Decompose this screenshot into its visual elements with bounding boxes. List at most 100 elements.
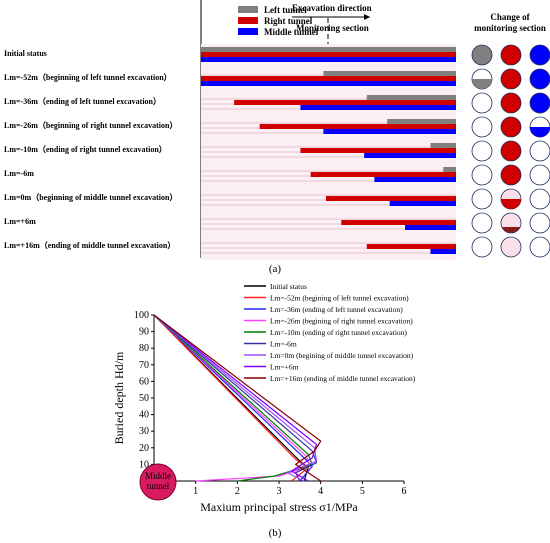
row-label: Lm=-10m（ending of right tunnel excavatio… xyxy=(4,144,167,154)
x-tick-label: 2 xyxy=(235,486,240,497)
legend-label: Lm=0m (begining of middle tunnel excavat… xyxy=(270,351,414,360)
row-label: Lm=-6m xyxy=(4,169,34,178)
y-tick-label: 80 xyxy=(139,343,149,354)
tunnel-bar-R xyxy=(259,124,456,129)
tunnel-bar-M xyxy=(374,177,456,182)
series-line xyxy=(153,314,318,482)
row-label: Initial status xyxy=(4,49,47,58)
tunnel-bar-M xyxy=(430,249,456,254)
legend-label: Lm=-36m (ending of left tunnel excavatio… xyxy=(270,305,403,314)
y-tick-label: 20 xyxy=(139,443,149,454)
y-tick-label: 40 xyxy=(139,410,149,421)
monitoring-section-circle xyxy=(529,212,550,234)
series-line xyxy=(153,314,322,482)
legend-label: Lm=+6m xyxy=(270,363,299,372)
monitoring-section-circle xyxy=(471,92,493,114)
monitoring-section-label: Monitoring section xyxy=(296,23,369,33)
x-tick-label: 4 xyxy=(318,486,323,497)
monitoring-section-circle xyxy=(471,212,493,234)
monitoring-section-circle xyxy=(500,140,522,162)
monitoring-section-circle xyxy=(471,164,493,186)
monitoring-section-circle xyxy=(529,164,550,186)
tunnel-bar-M xyxy=(364,153,456,158)
tunnel-bar-L xyxy=(387,119,456,124)
y-tick-label: 50 xyxy=(139,393,149,404)
monitoring-section-circle xyxy=(471,236,493,258)
arrow-head-icon xyxy=(364,14,370,20)
row-label: Lm=-36m（ending of left tunnel excavation… xyxy=(4,96,161,106)
series-line xyxy=(153,314,318,482)
tunnel-bar-R xyxy=(201,52,456,57)
monitoring-section-circle xyxy=(500,68,522,90)
monitoring-section-circle xyxy=(529,188,550,210)
x-tick-label: 1 xyxy=(193,486,198,497)
tunnel-bar-R xyxy=(201,76,456,81)
monitoring-section-circle xyxy=(471,116,493,138)
monitoring-section-circle xyxy=(529,140,550,162)
legend-label: Initial status xyxy=(270,282,307,291)
monitoring-section-circle xyxy=(471,188,493,210)
legend-label: Lm=+16m (ending of middle tunnel excavat… xyxy=(270,374,416,383)
monitoring-section-circle xyxy=(500,116,522,138)
y-tick-label: 70 xyxy=(139,360,149,371)
change-of-monitoring-section-title: Change of monitoring section xyxy=(474,12,546,33)
y-tick-label: 30 xyxy=(139,426,149,437)
tunnel-label: tunnel xyxy=(147,481,170,491)
change-title-line: monitoring section xyxy=(474,23,546,33)
series-line xyxy=(153,314,318,482)
tunnel-bar-R xyxy=(325,196,456,201)
monitoring-section-circle xyxy=(471,140,493,162)
section-low-fill xyxy=(502,227,520,233)
tunnel-bar-M xyxy=(201,81,456,86)
monitoring-section-circle xyxy=(500,92,522,114)
middle-tunnel-circle xyxy=(139,463,177,501)
tunnel-bar-R xyxy=(310,172,456,177)
row-label: Lm=+6m xyxy=(4,217,36,226)
section-half-fill xyxy=(501,199,521,209)
tunnel-bar-M xyxy=(405,225,456,230)
y-tick-label: 90 xyxy=(139,327,149,338)
figure-panel-b: 01234560102030405060708090100Maxium prin… xyxy=(112,282,416,539)
x-tick-label: 5 xyxy=(360,486,365,497)
legend-label: Middle tunnel xyxy=(264,27,319,37)
x-axis-label: Maxium principal stress σ1/MPa xyxy=(200,500,358,514)
y-tick-label: 60 xyxy=(139,376,149,387)
legend-label: Lm=-26m (begining of right tunnel excava… xyxy=(270,317,413,326)
legend-label: Lm=-6m xyxy=(270,340,297,349)
row-label: Lm=0m（beginning of middle tunnel excavat… xyxy=(4,192,177,202)
tunnel-bar-L xyxy=(366,95,456,100)
tunnel-bar-R xyxy=(300,148,456,153)
tunnel-label: Middle xyxy=(145,471,171,481)
x-tick-label: 6 xyxy=(402,486,407,497)
y-tick-label: 10 xyxy=(139,459,149,470)
row-label: Lm=+16m（ending of middle tunnel excavati… xyxy=(4,240,175,250)
section-half-fill xyxy=(472,79,492,89)
caption-b: (b) xyxy=(269,527,282,539)
row-label: Lm=-52m（beginning of left tunnel excavat… xyxy=(4,72,172,82)
monitoring-section-circle xyxy=(529,68,550,90)
series-line xyxy=(153,314,310,482)
y-axis-label: Buried depth Hd/m xyxy=(112,351,126,444)
tunnel-bar-L xyxy=(201,47,456,52)
legend-label: Left tunnel xyxy=(264,5,307,15)
row-label: Lm=-26m（beginning of right tunnel excava… xyxy=(4,120,177,130)
monitoring-section-circle xyxy=(500,236,522,258)
monitoring-section-circle xyxy=(500,164,522,186)
legend-swatch xyxy=(238,28,258,35)
monitoring-section-circle xyxy=(471,44,493,66)
tunnel-bar-R xyxy=(341,220,456,225)
legend-label: Right tunnel xyxy=(264,16,313,26)
tunnel-bar-M xyxy=(201,57,456,62)
caption-a: (a) xyxy=(269,263,282,275)
y-tick-label: 100 xyxy=(134,310,149,321)
x-tick-label: 3 xyxy=(277,486,282,497)
legend-swatch xyxy=(238,6,258,13)
excavation-direction-label: Excavation direction xyxy=(292,3,372,13)
tunnel-bar-M xyxy=(389,201,456,206)
tunnel-bar-L xyxy=(443,167,456,172)
legend-swatch xyxy=(238,17,258,24)
monitoring-section-circle xyxy=(529,236,550,258)
legend-label: Lm=-10m (ending of right tunnel excavati… xyxy=(270,328,407,337)
tunnel-bar-M xyxy=(300,105,456,110)
